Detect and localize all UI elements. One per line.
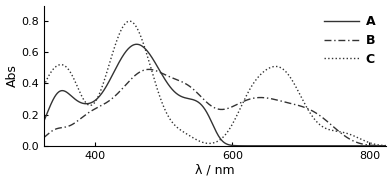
Legend: A, B, C: A, B, C	[319, 10, 380, 71]
X-axis label: λ / nm: λ / nm	[195, 163, 235, 176]
Y-axis label: Abs: Abs	[5, 64, 18, 87]
